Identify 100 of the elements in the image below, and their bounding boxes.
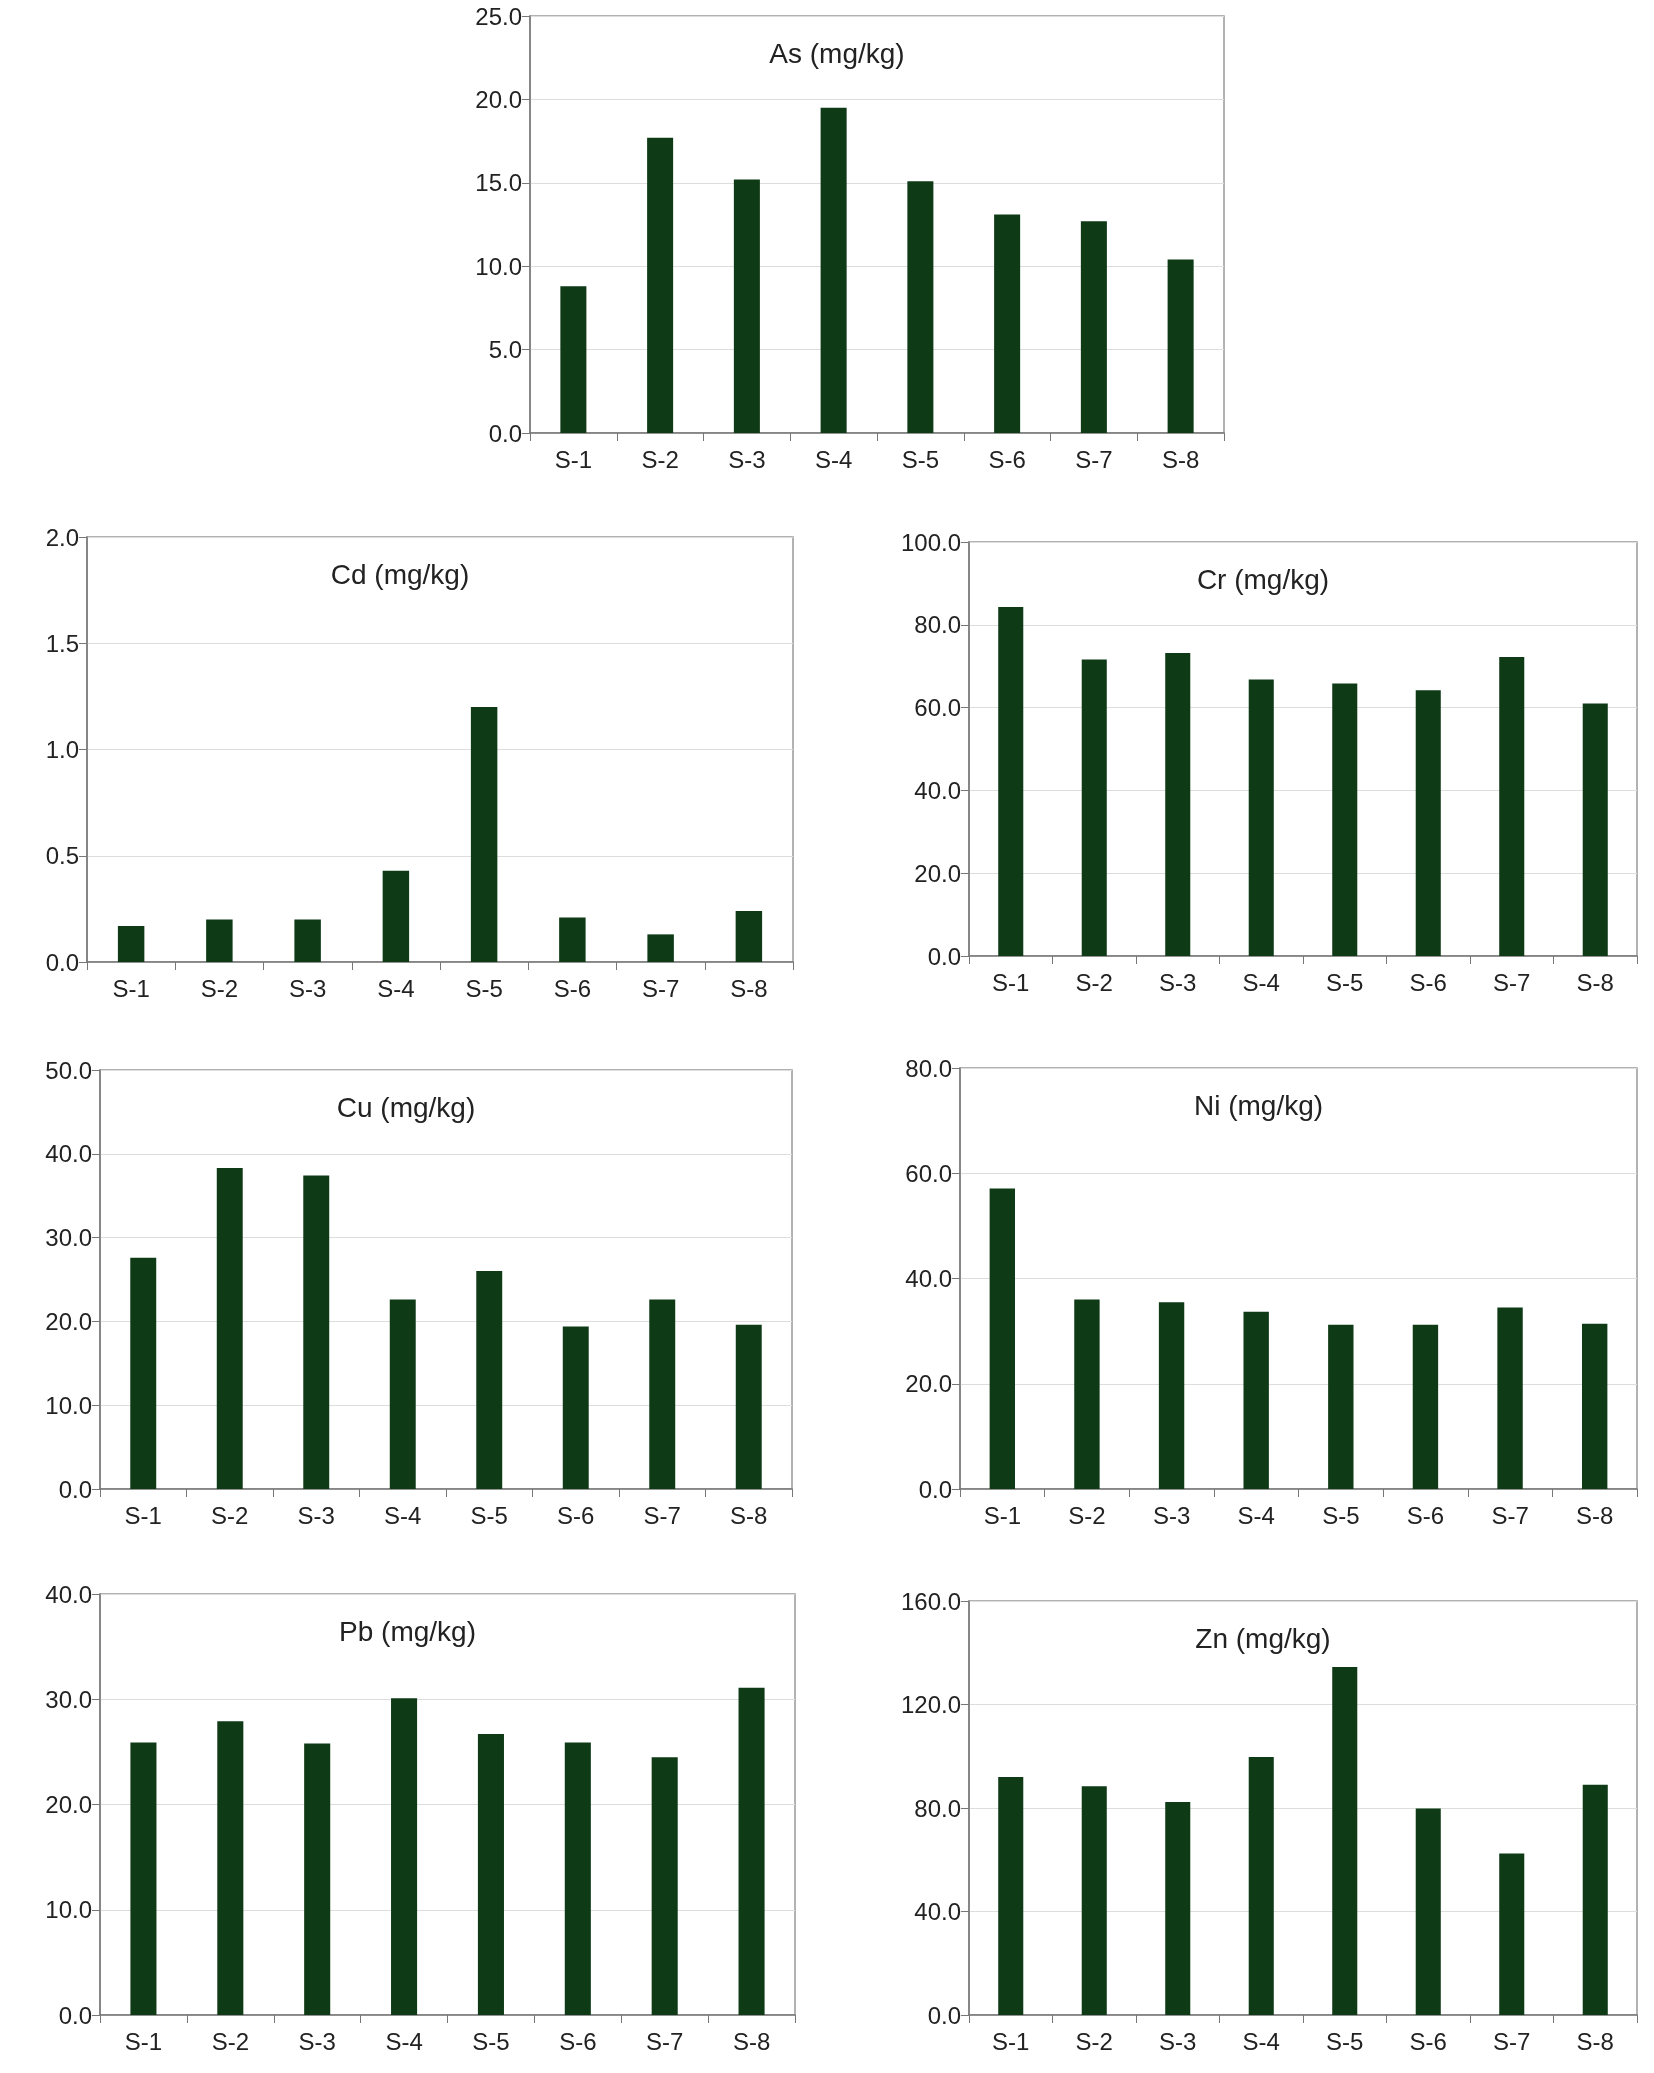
bar: [998, 1776, 1024, 2015]
y-tick-label: 0.0: [918, 1475, 952, 1503]
bar: [560, 286, 587, 433]
text: Ni (mg/kg): [1193, 1089, 1324, 1121]
x-tick-label: S-3: [728, 445, 766, 473]
bar: [907, 181, 934, 433]
bar: [1248, 679, 1274, 956]
y-tick-label: 80.0: [905, 1054, 952, 1082]
x-tick-label: S-3: [297, 1501, 335, 1529]
bar: [1582, 703, 1608, 956]
x-tick-label: S-1: [992, 2027, 1030, 2055]
x-tick-label: S-3: [288, 974, 327, 1002]
bar: [994, 214, 1021, 433]
y-tick-label: 0.0: [58, 1475, 92, 1503]
x-tick-label: S-5: [1322, 1501, 1360, 1529]
y-tick-label: 10.0: [475, 252, 522, 280]
text: Pb (mg/kg): [339, 1615, 476, 1647]
y-tick-label: 50.0: [45, 1056, 92, 1084]
x-tick-label: S-2: [211, 1501, 249, 1529]
x-tick-label: S-6: [1409, 2027, 1447, 2055]
x-tick-label: S-8: [730, 974, 768, 1002]
bar: [1499, 657, 1525, 956]
x-tick-label: S-3: [1159, 968, 1197, 996]
x-tick-label: S-6: [553, 974, 592, 1002]
bar: [304, 1743, 331, 2015]
y-tick-label: 20.0: [914, 859, 961, 887]
y-tick-label: 1.0: [45, 736, 79, 763]
bar: [1243, 1311, 1269, 1489]
x-tick-label: S-7: [1493, 2027, 1531, 2055]
bar: [1415, 690, 1441, 956]
bar: [738, 1687, 765, 2015]
y-tick-label: 25.0: [475, 2, 522, 30]
x-tick-label: S-4: [377, 974, 415, 1002]
x-tick-label: S-2: [200, 974, 239, 1002]
bar: [206, 919, 233, 962]
x-tick-label: S-1: [112, 974, 150, 1002]
x-tick-label: S-6: [988, 445, 1026, 473]
text: Cu (mg/kg): [336, 1091, 476, 1123]
x-tick-label: S-2: [211, 2027, 249, 2055]
y-tick-label: 40.0: [45, 1140, 92, 1168]
y-tick-label: 120.0: [900, 1691, 961, 1718]
y-tick-label: 60.0: [914, 694, 961, 722]
bar: [1328, 1324, 1354, 1489]
y-tick-label: 2.0: [45, 523, 79, 551]
x-tick-label: S-7: [1075, 445, 1113, 473]
x-tick-label: S-4: [1237, 1501, 1275, 1529]
y-tick-label: 40.0: [914, 1898, 961, 1925]
bar: [647, 137, 674, 433]
y-tick-label: 100.0: [900, 528, 961, 556]
x-tick-label: S-5: [472, 2027, 510, 2055]
x-tick-label: S-8: [1576, 2027, 1614, 2055]
bar: [735, 911, 763, 962]
bar: [559, 917, 586, 962]
y-tick-label: 10.0: [45, 1391, 92, 1419]
x-tick-label: S-7: [643, 1501, 681, 1529]
y-tick-label: 1.5: [45, 629, 79, 657]
y-tick-label: 0.0: [45, 948, 79, 976]
x-tick-label: S-4: [1242, 2027, 1280, 2055]
y-tick-label: 0.5: [45, 842, 79, 870]
y-tick-label: 20.0: [475, 85, 522, 113]
y-tick-label: 40.0: [45, 1580, 92, 1608]
y-tick-label: 20.0: [905, 1370, 952, 1398]
x-tick-label: S-7: [1491, 1501, 1529, 1529]
bar: [1167, 259, 1194, 433]
x-tick-label: S-5: [901, 445, 940, 473]
y-tick-label: 0.0: [488, 419, 522, 447]
bar: [1332, 1666, 1358, 2015]
x-tick-label: S-6: [559, 2027, 597, 2055]
bar: [216, 1168, 243, 1489]
y-tick-label: 80.0: [914, 1794, 961, 1822]
x-tick-label: S-4: [384, 1501, 422, 1529]
text: Cr (mg/kg): [1196, 563, 1330, 595]
x-tick-label: S-2: [1075, 968, 1113, 996]
bar: [389, 1299, 416, 1489]
bar: [647, 934, 674, 962]
bar: [651, 1757, 678, 2015]
bar: [470, 707, 498, 962]
text: Zn (mg/kg): [1195, 1622, 1331, 1654]
x-tick-label: S-8: [732, 2027, 771, 2055]
bar: [1165, 652, 1191, 956]
y-tick-label: 15.0: [475, 169, 522, 197]
y-tick-label: 40.0: [905, 1265, 952, 1292]
x-tick-label: S-6: [557, 1501, 595, 1529]
x-tick-label: S-7: [646, 2027, 684, 2055]
bar: [820, 107, 847, 433]
bar: [1499, 1853, 1525, 2015]
y-tick-label: 40.0: [914, 776, 961, 804]
y-tick-label: 160.0: [900, 1587, 961, 1615]
y-tick-label: 10.0: [45, 1896, 92, 1924]
x-tick-label: S-4: [385, 2027, 423, 2055]
x-tick-label: S-2: [1075, 2027, 1113, 2055]
text: As (mg/kg): [769, 37, 905, 69]
bar: [477, 1733, 504, 2015]
y-tick-label: 20.0: [45, 1791, 92, 1818]
bar: [382, 870, 410, 962]
bar: [1081, 659, 1107, 956]
bar: [1415, 1808, 1441, 2015]
bar: [1412, 1324, 1439, 1489]
x-tick-label: S-8: [730, 1501, 768, 1529]
y-tick-label: 30.0: [45, 1224, 92, 1252]
